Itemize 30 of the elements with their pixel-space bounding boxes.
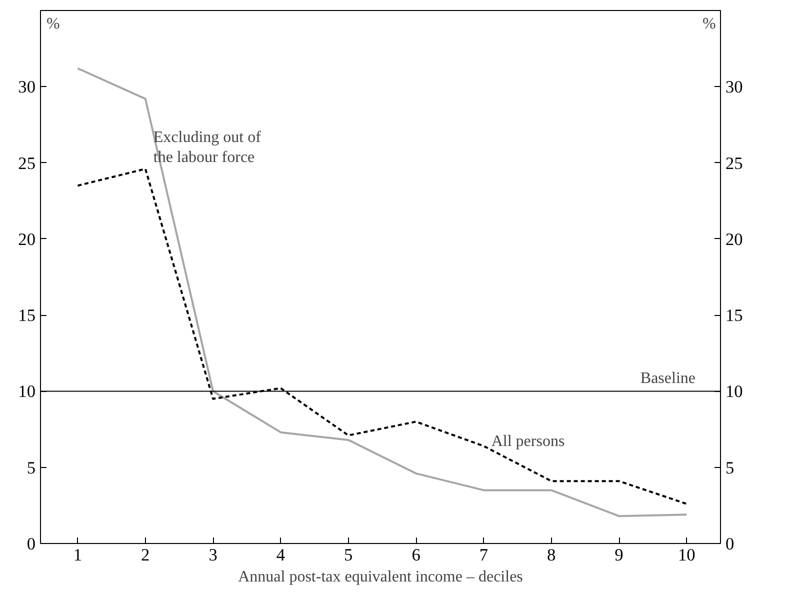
y-tick-label: 5 [26,458,36,478]
y-tick-label: 30 [18,78,36,97]
y-axis-title: % [46,16,60,32]
y2-tick-label: 5 [726,458,734,478]
y2-tick-label: 10 [726,382,743,402]
x-tick-label: 6 [412,546,421,564]
y2-axis-title: % [702,16,716,32]
y2-tick-label: 20 [726,230,743,249]
x-tick-label: 3 [208,546,218,564]
x-tick-label: 2 [141,546,150,564]
series-label: Excluding out of the labour force [153,128,262,166]
x-axis-title: Annual post-tax equivalent income – deciles [238,568,523,586]
y-tick-label: 20 [18,230,36,249]
ref-line-label: Baseline [640,370,696,388]
y-tick-label: 0 [26,534,36,554]
x-tick-label: 7 [479,546,488,564]
y2-tick-label: 0 [726,534,734,554]
y-tick-label: 25 [18,154,36,173]
x-tick-label: 4 [276,546,286,564]
y2-tick-label: 25 [726,154,743,173]
y-tick-label: 10 [18,382,36,402]
series-label: All persons [491,433,565,450]
y-tick-label: 15 [18,306,36,326]
x-tick-label: 10 [678,546,696,564]
x-tick-label: 5 [344,546,353,564]
y2-tick-label: 30 [726,78,743,97]
x-tick-label: 1 [73,546,82,564]
x-tick-label: 9 [614,546,624,564]
x-tick-label: 8 [547,546,556,564]
y2-tick-label: 15 [726,306,743,326]
